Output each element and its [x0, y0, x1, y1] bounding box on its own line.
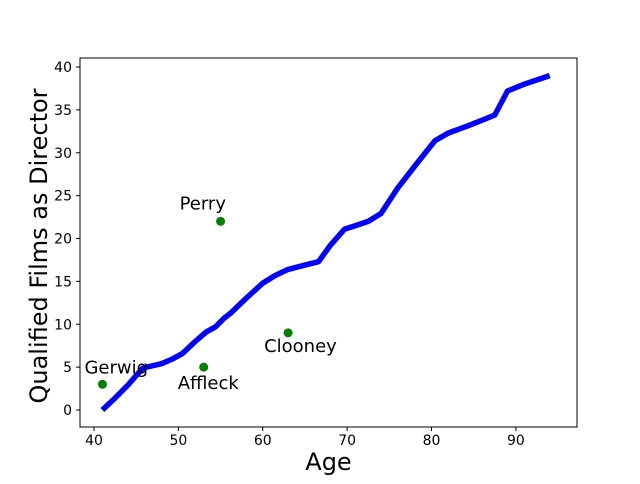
scatter-point-clooney — [283, 328, 293, 338]
x-tick-label: 60 — [254, 433, 272, 449]
y-axis-label: Qualified Films as Director — [25, 88, 53, 403]
y-tick-label: 20 — [54, 232, 72, 248]
y-tick-label: 25 — [54, 189, 72, 205]
career-trajectory-line — [100, 72, 551, 412]
x-tick-label: 80 — [423, 433, 441, 449]
y-tick-label: 10 — [54, 317, 72, 333]
annotation-perry: Perry — [180, 193, 227, 214]
y-tick-label: 35 — [54, 103, 72, 119]
annotation-affleck: Affleck — [178, 373, 240, 394]
y-tick-label: 40 — [54, 60, 72, 76]
scatter-point-affleck — [199, 362, 209, 372]
x-axis-label: Age — [305, 448, 351, 476]
scatter-point-perry — [216, 216, 226, 226]
x-tick-label: 50 — [169, 433, 187, 449]
y-tick-label: 0 — [63, 403, 72, 419]
y-tick-label: 5 — [63, 360, 72, 376]
annotation-gerwig: Gerwig — [84, 357, 148, 378]
x-tick-label: 40 — [85, 433, 103, 449]
x-tick-label: 70 — [338, 433, 356, 449]
y-tick-label: 30 — [54, 146, 72, 162]
x-tick-label: 90 — [507, 433, 525, 449]
axes-frame — [79, 57, 578, 428]
y-tick-label: 15 — [54, 274, 72, 290]
annotation-clooney: Clooney — [264, 336, 337, 357]
scatter-point-gerwig — [97, 379, 107, 389]
